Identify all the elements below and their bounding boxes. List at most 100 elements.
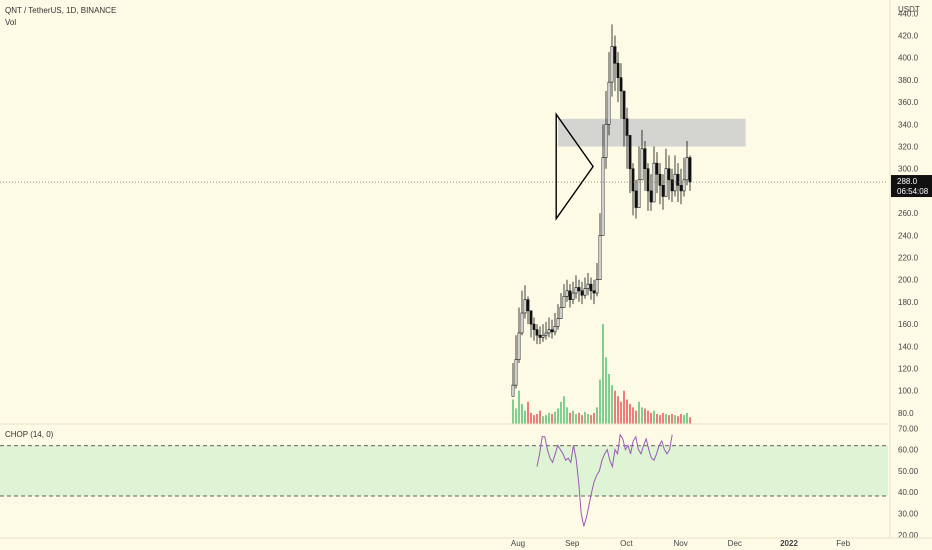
- volume-bar: [608, 374, 610, 424]
- volume-bar: [650, 412, 652, 424]
- volume-bar: [611, 385, 613, 424]
- price-tick-label: 360.0: [898, 98, 919, 107]
- candle-body: [577, 287, 581, 292]
- candle-body: [625, 118, 629, 136]
- volume-bar: [620, 401, 622, 424]
- price-tick-label: 80.0: [898, 409, 914, 418]
- price-tick-label: 340.0: [898, 120, 919, 129]
- volume-bar: [641, 407, 643, 424]
- candle-body: [670, 179, 674, 192]
- volume-bar: [578, 412, 580, 424]
- price-tick-label: 120.0: [898, 365, 919, 374]
- candle-body: [679, 185, 683, 192]
- chop-tick-label: 30.00: [898, 509, 919, 518]
- price-tick-label: 160.0: [898, 320, 919, 329]
- candle-body: [589, 283, 593, 292]
- volume-bar: [554, 411, 556, 424]
- volume-bar: [572, 410, 574, 424]
- volume-bar: [518, 390, 520, 424]
- price-tick-label: 140.0: [898, 342, 919, 351]
- symbol-title: QNT / TetherUS, 1D, BINANCE: [5, 6, 117, 15]
- candle-body: [526, 299, 530, 312]
- candle-body: [643, 148, 647, 170]
- price-tag-bg: [891, 175, 932, 198]
- candle-body: [586, 283, 590, 289]
- candle-body: [517, 332, 521, 360]
- volume-bar: [587, 414, 589, 424]
- chop-label: CHOP (14, 0): [5, 430, 54, 439]
- candle-body: [571, 292, 575, 300]
- volume-bar: [602, 324, 604, 424]
- volume-bar: [653, 410, 655, 424]
- candle-body: [682, 179, 686, 192]
- candle-body: [637, 179, 641, 208]
- candle-body: [688, 157, 692, 183]
- volume-bar: [596, 407, 598, 424]
- candle-body: [583, 288, 587, 296]
- chop-tick-label: 20.00: [898, 531, 919, 540]
- price-tick-label: 300.0: [898, 165, 919, 174]
- time-tick-label: Sep: [565, 539, 580, 548]
- volume-bar: [551, 414, 553, 424]
- volume-bar: [680, 414, 682, 424]
- candle-body: [607, 81, 611, 125]
- candle-body: [628, 135, 632, 170]
- candle-body: [514, 359, 518, 386]
- volume-bar: [659, 415, 661, 424]
- candle-body: [538, 334, 542, 338]
- candle-body: [655, 162, 659, 175]
- volume-bar: [545, 415, 547, 424]
- price-tick-label: 100.0: [898, 387, 919, 396]
- volume-bar: [563, 396, 565, 424]
- volume-bar: [527, 401, 529, 424]
- candle-body: [523, 299, 527, 314]
- price-tag-value: 288.0: [897, 177, 918, 186]
- candle-body: [547, 329, 551, 334]
- price-tick-label: 380.0: [898, 76, 919, 85]
- candle-body: [592, 290, 596, 294]
- candle-body: [574, 287, 578, 294]
- chop-tick-label: 70.00: [898, 424, 919, 433]
- volume-bar: [599, 379, 601, 424]
- volume-bar: [665, 414, 667, 424]
- volume-bar: [560, 401, 562, 424]
- price-tick-label: 180.0: [898, 298, 919, 307]
- candle-body: [511, 384, 515, 397]
- candle-body: [535, 329, 539, 336]
- symmetrical-triangle: [555, 112, 594, 221]
- volume-bar: [689, 417, 691, 424]
- price-tick-label: 240.0: [898, 231, 919, 240]
- volume-bar: [623, 390, 625, 424]
- resistance-zone: [558, 118, 746, 147]
- volume-bar: [617, 396, 619, 424]
- candle-body: [553, 326, 557, 333]
- price-tick-label: 200.0: [898, 276, 919, 285]
- chop-line: [536, 433, 673, 527]
- volume-label: Vol: [5, 18, 17, 27]
- volume-bar: [662, 412, 664, 424]
- candle-body: [562, 296, 566, 308]
- volume-bar: [581, 415, 583, 424]
- volume-bar: [656, 414, 658, 424]
- volume-bar: [605, 357, 607, 424]
- candle-body: [541, 334, 545, 338]
- candle-body: [610, 46, 614, 83]
- price-tick-label: 440.0: [898, 9, 919, 18]
- countdown-value: 06:54:08: [897, 187, 929, 196]
- candle-body: [685, 157, 689, 181]
- volume-bar: [590, 415, 592, 424]
- currency-label: USDT: [898, 5, 920, 14]
- volume-bar: [569, 412, 571, 424]
- candle-body: [580, 290, 584, 296]
- time-tick-label: Aug: [511, 539, 525, 548]
- time-tick-label: Oct: [620, 539, 633, 548]
- candle-body: [595, 279, 599, 294]
- volume-bar: [548, 412, 550, 424]
- volume-bar: [686, 412, 688, 424]
- volume-bar: [524, 410, 526, 424]
- candle-body: [532, 323, 536, 330]
- candle-body: [658, 173, 662, 186]
- chop-tick-label: 60.00: [898, 446, 919, 455]
- volume-bar: [530, 412, 532, 424]
